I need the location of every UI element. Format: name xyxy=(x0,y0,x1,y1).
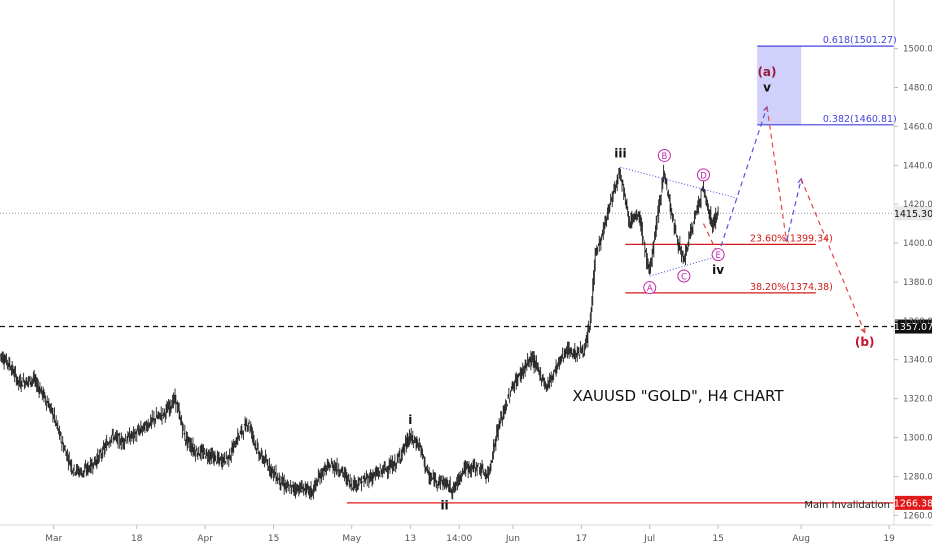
y-tick-label: 1440.00 xyxy=(903,161,932,171)
x-tick-label: Apr xyxy=(197,534,213,544)
level-price-label: 1415.30 xyxy=(894,209,932,220)
triangle-line xyxy=(649,254,724,277)
wave-label: B xyxy=(661,152,667,162)
level-price-label: 1266.38 xyxy=(894,498,932,509)
projection-line xyxy=(766,106,788,242)
x-tick-label: 19 xyxy=(883,534,895,544)
triangle-line xyxy=(620,166,738,199)
projection-arrowhead xyxy=(860,327,866,334)
y-tick-label: 1320.00 xyxy=(903,395,932,405)
level-price-tag xyxy=(895,319,932,334)
fib-label: 38.20%(1374.38) xyxy=(750,282,833,293)
y-tick-label: 1260.00 xyxy=(903,511,932,521)
x-tick-label: 15 xyxy=(268,534,279,544)
y-tick-label: 1360.00 xyxy=(903,317,932,327)
x-tick-label: Mar xyxy=(45,534,62,544)
wave-label-circle xyxy=(677,269,691,283)
triangle-layer xyxy=(620,166,738,277)
chart-title: XAUUSD "GOLD", H4 CHART xyxy=(572,387,784,405)
y-tick-label: 1300.00 xyxy=(903,434,932,444)
x-tick-label: Jun xyxy=(505,534,520,544)
fib-label: 0.618(1501.27) xyxy=(823,35,897,46)
wave-label: D xyxy=(700,171,707,181)
wave-label: (b) xyxy=(855,335,875,349)
wave-label: ii xyxy=(440,498,448,512)
x-tick-label: 15 xyxy=(712,534,723,544)
y-tick-label: 1500.00 xyxy=(903,45,932,55)
levels-layer xyxy=(0,212,894,504)
y-tick-label: 1420.00 xyxy=(903,200,932,210)
x-tick-label: May xyxy=(342,534,361,544)
wave-label: C xyxy=(681,273,687,283)
x-tick-label: 13 xyxy=(405,534,416,544)
y-tick-label: 1480.00 xyxy=(903,84,932,94)
wave-label: A xyxy=(647,284,653,294)
projection-layer xyxy=(702,105,866,334)
x-tick-label: Jul xyxy=(643,534,655,544)
wave-label: iv xyxy=(712,263,724,277)
y-tick-label: 1380.00 xyxy=(903,278,932,288)
wave-label: (a) xyxy=(757,65,776,79)
wave-label: v xyxy=(763,80,771,94)
wave-label-circle xyxy=(643,281,657,295)
x-tick-label: 18 xyxy=(131,534,143,544)
fibonacci-layer: 0.618(1501.27) 0.382(1460.81) 23.60%(1399.… xyxy=(625,35,897,294)
main-invalidation-label: Main Invalidation xyxy=(804,500,890,511)
wave-label-circle xyxy=(696,168,710,182)
x-tick-label: 17 xyxy=(576,534,587,544)
x-tick-label: 14:00 xyxy=(446,534,472,544)
target-zone xyxy=(757,46,802,125)
projection-line xyxy=(785,178,802,242)
y-tick-label: 1460.00 xyxy=(903,122,932,132)
fib-label: 0.382(1460.81) xyxy=(823,114,897,125)
price-layer xyxy=(0,164,719,501)
projection-line xyxy=(800,178,866,333)
y-tick-label: 1280.00 xyxy=(903,472,932,482)
x-tick-label: Aug xyxy=(792,534,810,544)
y-tick-label: 1340.00 xyxy=(903,356,932,366)
wave-label: E xyxy=(715,251,720,261)
wave-label-circle xyxy=(711,248,725,262)
target-zone-layer xyxy=(757,46,802,125)
projection-line xyxy=(717,106,768,255)
y-tick-label: 1400.00 xyxy=(903,239,932,249)
level-price-tag xyxy=(895,206,932,221)
wave-label-circle xyxy=(657,148,671,162)
level-price-tag xyxy=(895,495,932,510)
level-price-label: 1357.07 xyxy=(894,322,932,333)
fib-label: 23.60%(1399.34) xyxy=(750,233,833,244)
wave-label: iii xyxy=(614,147,626,161)
wave-label: i xyxy=(408,413,412,427)
